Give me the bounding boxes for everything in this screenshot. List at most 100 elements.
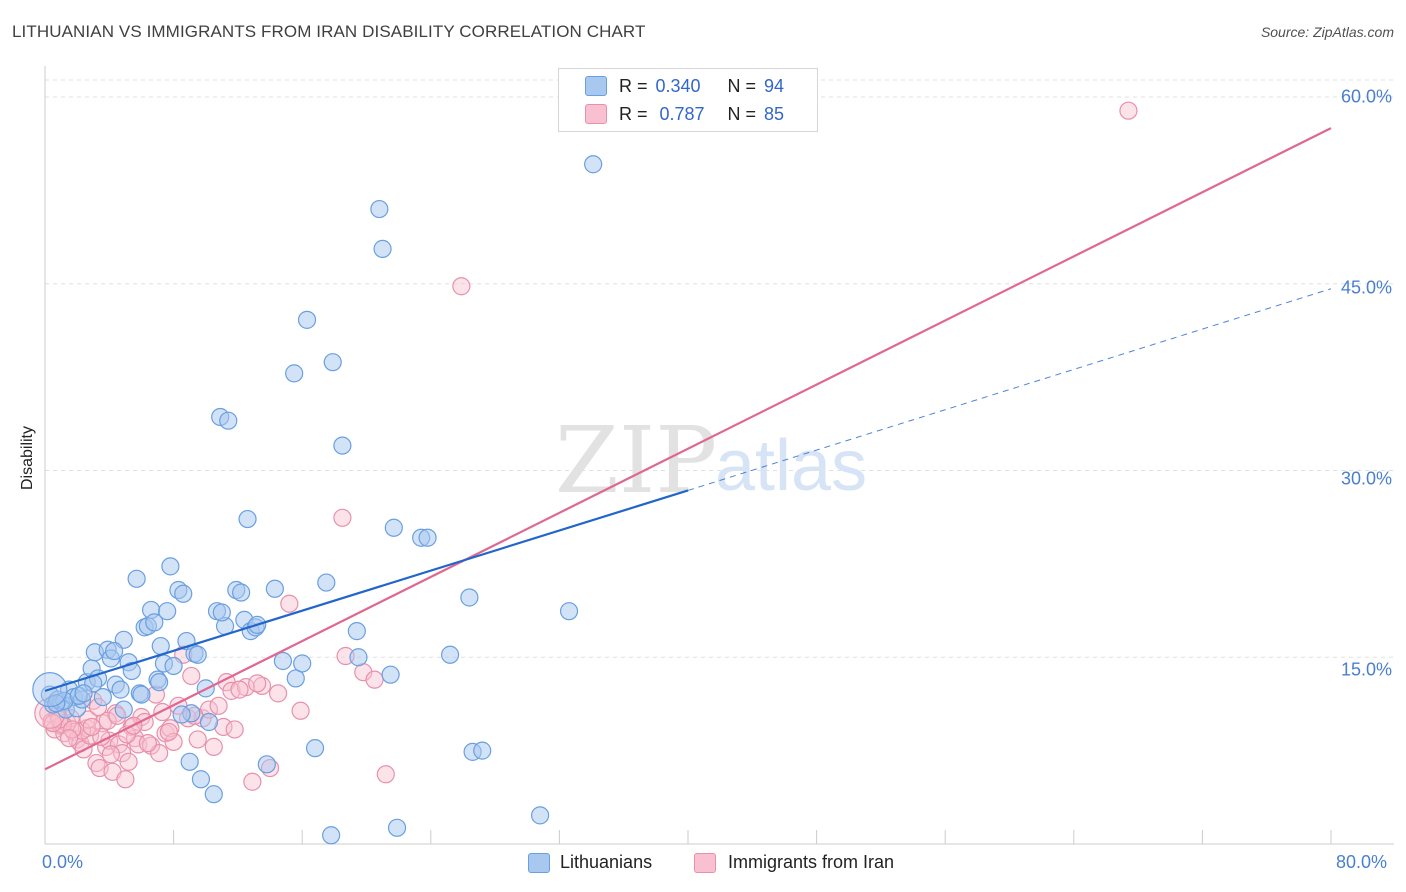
pink-point [188, 730, 207, 749]
y-axis-label: Disability [19, 425, 36, 491]
pink-point [365, 670, 384, 689]
pink-point [1119, 101, 1138, 120]
blue-point [219, 411, 238, 430]
legend-row-blue: R = 0.340 N = 94 [585, 75, 784, 97]
source-label: Source: ZipAtlas.com [1260, 24, 1394, 40]
blue-point [47, 694, 66, 713]
grid-lines [45, 79, 1394, 658]
pink-point [376, 765, 395, 784]
y-tick-30: 30.0% [1340, 468, 1392, 489]
bottom-legend-pink: Immigrants from Iran [694, 852, 894, 873]
blue-point [293, 654, 312, 673]
blue-point [285, 364, 304, 383]
axes [44, 66, 1394, 845]
blue-point [161, 557, 180, 576]
blue-point [212, 603, 231, 622]
pink-point [333, 508, 352, 527]
pink-point [182, 666, 201, 686]
pink-point [101, 745, 121, 764]
bottom-legend-label-blue: Lithuanians [560, 852, 653, 872]
blue-point [323, 353, 342, 372]
blue-point [387, 818, 407, 837]
pink-point [248, 674, 267, 693]
blue-point [317, 573, 336, 592]
blue-point [584, 155, 603, 174]
blue-point [297, 310, 317, 329]
blue-point [384, 518, 403, 537]
blue-point [204, 785, 223, 804]
blue-point [122, 661, 141, 681]
watermark-atlas: atlas [715, 426, 867, 506]
blue-point [105, 641, 124, 661]
blue-point [257, 755, 276, 774]
pink-point [243, 772, 262, 791]
blue-point [531, 806, 550, 825]
pink-point [280, 594, 299, 613]
blue-point [164, 656, 183, 676]
pink-point [204, 737, 223, 756]
blue-point [180, 752, 199, 771]
pink-point [153, 702, 172, 722]
legend-n-value-pink: 85 [764, 103, 785, 124]
legend-n-label-blue: N = [727, 75, 757, 96]
blue-point [322, 826, 341, 845]
pink-point [164, 732, 183, 752]
blue-point [473, 741, 492, 760]
bottom-legend-blue: Lithuanians [528, 852, 652, 873]
legend-r-value-blue: 0.340 [655, 75, 701, 96]
chart-title: LITHUANIAN VS IMMIGRANTS FROM IRAN DISAB… [12, 22, 646, 41]
legend-n-value-blue: 94 [764, 75, 785, 96]
trend-lines [44, 127, 1332, 771]
pink-point [60, 729, 79, 748]
blue-point [333, 436, 352, 455]
blue-point [373, 239, 392, 258]
blue-point [370, 199, 389, 219]
legend-swatch-pink [585, 104, 607, 124]
blue-point [347, 622, 366, 641]
pink-point [291, 701, 310, 720]
blue-point [188, 645, 207, 664]
blue-point [93, 687, 112, 707]
blue-point [127, 569, 146, 588]
blue-point [132, 685, 151, 704]
blue-point [74, 684, 93, 703]
watermark-zip: ZIP [555, 407, 717, 514]
x-tick-0: 0.0% [42, 852, 84, 872]
blue-trend-extension [687, 288, 1332, 491]
blue-point [145, 613, 164, 632]
blue-point [286, 669, 305, 688]
blue-point [440, 645, 460, 664]
legend-n-label-pink: N = [727, 103, 757, 124]
blue-point [265, 579, 284, 598]
blue-point [172, 705, 191, 724]
blue-point [158, 602, 177, 621]
blue-point [114, 700, 133, 719]
pink-point [268, 684, 288, 703]
bottom-legend-label-pink: Immigrants from Iran [728, 852, 895, 872]
blue-point [199, 712, 219, 732]
blue-point [273, 651, 293, 671]
blue-trend-line [44, 489, 689, 692]
pink-point [209, 696, 228, 715]
blue-point [418, 528, 437, 547]
pink-point [252, 676, 272, 695]
legend-swatch-blue [585, 76, 607, 96]
pink-point [225, 720, 244, 739]
pink-point [159, 722, 178, 742]
legend-row-pink: R = 0.787 N = 85 [585, 103, 784, 125]
y-tick-45: 45.0% [1340, 277, 1392, 298]
blue-point [174, 584, 193, 603]
blue-point [305, 739, 325, 758]
bottom-swatch-blue [528, 852, 550, 873]
pink-point [116, 770, 135, 789]
stats-legend: R = 0.340 N = 94 R = 0.787 N = 85 [558, 68, 818, 132]
blue-point [191, 770, 211, 789]
x-tick-80: 80.0% [1336, 852, 1388, 872]
blue-point [111, 680, 130, 699]
blue-series-points [32, 155, 603, 845]
y-tick-60: 60.0% [1340, 86, 1392, 107]
blue-point [349, 648, 368, 667]
blue-point [460, 588, 479, 607]
legend-r-label-blue: R = [619, 75, 648, 96]
